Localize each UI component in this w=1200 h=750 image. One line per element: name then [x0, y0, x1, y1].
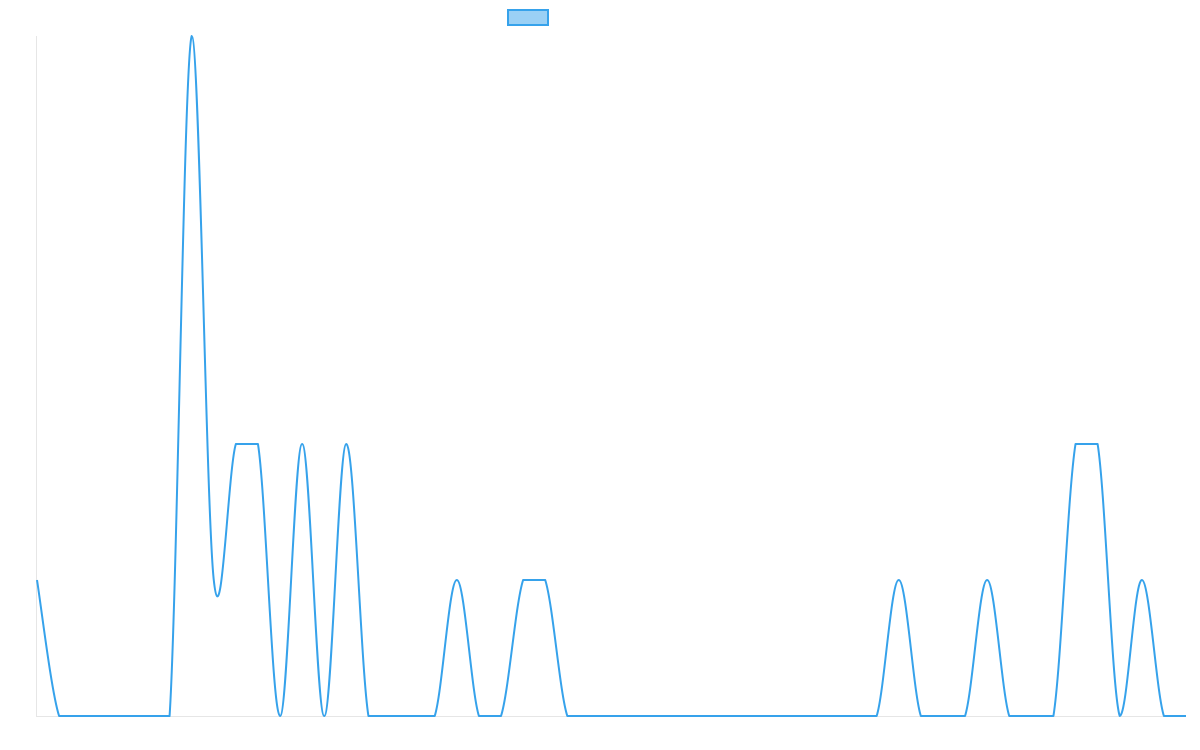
data-point[interactable] — [852, 713, 858, 719]
data-point[interactable] — [785, 713, 791, 719]
data-point[interactable] — [984, 577, 990, 583]
data-point[interactable] — [586, 713, 592, 719]
data-point[interactable] — [321, 713, 327, 719]
data-point[interactable] — [343, 441, 349, 447]
data-point[interactable] — [255, 441, 261, 447]
data-point[interactable] — [564, 713, 570, 719]
data-point[interactable] — [144, 713, 150, 719]
data-point[interactable] — [100, 713, 106, 719]
data-point[interactable] — [719, 713, 725, 719]
data-point[interactable] — [365, 713, 371, 719]
data-point[interactable] — [741, 713, 747, 719]
data-point[interactable] — [388, 713, 394, 719]
data-point[interactable] — [1095, 441, 1101, 447]
data-point[interactable] — [410, 713, 416, 719]
data-point[interactable] — [763, 713, 769, 719]
data-point[interactable] — [520, 577, 526, 583]
data-point[interactable] — [56, 713, 62, 719]
series-layer — [34, 33, 1189, 719]
legend[interactable] — [507, 9, 549, 26]
data-point[interactable] — [542, 577, 548, 583]
data-point[interactable] — [874, 713, 880, 719]
data-point[interactable] — [631, 713, 637, 719]
series-line — [36, 35, 1186, 717]
data-point[interactable] — [1117, 713, 1123, 719]
data-point[interactable] — [675, 713, 681, 719]
data-point[interactable] — [1073, 441, 1079, 447]
data-point[interactable] — [1050, 713, 1056, 719]
data-point[interactable] — [189, 33, 195, 39]
data-point[interactable] — [829, 713, 835, 719]
data-point[interactable] — [34, 577, 40, 583]
data-point[interactable] — [476, 713, 482, 719]
data-point[interactable] — [609, 713, 615, 719]
data-point[interactable] — [277, 713, 283, 719]
data-point[interactable] — [233, 441, 239, 447]
data-point[interactable] — [498, 713, 504, 719]
data-point[interactable] — [1161, 713, 1167, 719]
data-point[interactable] — [432, 713, 438, 719]
data-point[interactable] — [807, 713, 813, 719]
data-point[interactable] — [940, 713, 946, 719]
data-point[interactable] — [122, 713, 128, 719]
data-point[interactable] — [167, 713, 173, 719]
data-point[interactable] — [896, 577, 902, 583]
data-point[interactable] — [1028, 713, 1034, 719]
data-point[interactable] — [653, 713, 659, 719]
data-point[interactable] — [962, 713, 968, 719]
data-point[interactable] — [211, 577, 217, 583]
data-point[interactable] — [454, 577, 460, 583]
legend-swatch[interactable] — [507, 9, 549, 26]
data-point[interactable] — [78, 713, 84, 719]
data-point[interactable] — [697, 713, 703, 719]
data-point[interactable] — [299, 441, 305, 447]
data-point[interactable] — [1183, 713, 1189, 719]
data-point[interactable] — [1139, 577, 1145, 583]
data-point[interactable] — [918, 713, 924, 719]
data-point[interactable] — [1006, 713, 1012, 719]
